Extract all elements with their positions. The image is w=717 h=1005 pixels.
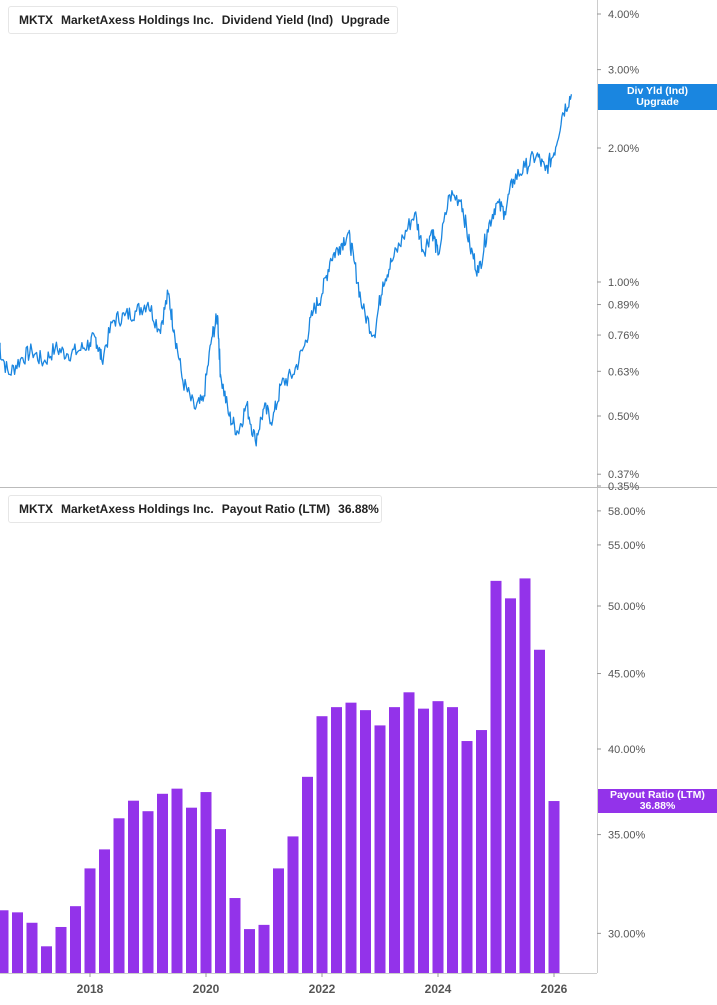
bottom-y-tick-label: 45.00% — [608, 669, 646, 681]
payout-ratio-bar — [41, 946, 52, 973]
payout-ratio-bar — [273, 868, 284, 973]
bottom-legend[interactable]: MKTX MarketAxess Holdings Inc. Payout Ra… — [8, 495, 382, 523]
div-yld-tag-value: Upgrade — [636, 96, 679, 108]
div-yld-value-tag: Div Yld (Ind) Upgrade — [598, 84, 717, 110]
payout-ratio-bar — [99, 849, 110, 973]
payout-ratio-bar — [142, 811, 154, 973]
payout-ratio-bar — [548, 801, 560, 973]
dividend-yield-series-line — [0, 94, 573, 447]
payout-ratio-bar — [186, 807, 197, 973]
payout-ratio-bar — [26, 922, 38, 973]
payout-ratio-bar — [287, 836, 299, 973]
payout-ratio-bar — [447, 707, 458, 973]
payout-ratio-bar — [389, 707, 400, 973]
bottom-y-tick-label: 40.00% — [608, 744, 646, 756]
payout-ratio-bar — [0, 910, 9, 973]
bottom-legend-company: MarketAxess Holdings Inc. — [61, 502, 214, 516]
x-axis-ticks: 2018 2020 2022 2024 2026 — [77, 973, 568, 996]
payout-ratio-bar — [374, 725, 386, 973]
top-y-tick-label: 3.00% — [608, 65, 639, 77]
payout-ratio-bar — [519, 578, 531, 973]
top-y-axis-ticks: 4.00% 3.00% 2.00% 1.00% 0.89% 0.76% 0.63% 0.50%… — [597, 9, 639, 493]
payout-ratio-bar — [258, 924, 270, 973]
payout-ratio-bar — [215, 829, 226, 973]
payout-ratio-bar — [113, 818, 125, 973]
payout-ratio-bar — [12, 912, 23, 973]
x-tick-label: 2026 — [541, 982, 568, 996]
x-tick-label: 2020 — [193, 982, 220, 996]
top-y-tick-label: 0.63% — [608, 366, 639, 378]
payout-ratio-bar — [244, 929, 255, 973]
payout-ratio-bar — [432, 701, 444, 973]
bottom-y-tick-label: 35.00% — [608, 830, 646, 842]
yield-line-layer — [0, 94, 573, 447]
bottom-legend-value: 36.88% — [338, 502, 379, 516]
top-y-tick-label: 0.76% — [608, 330, 639, 342]
top-y-tick-label: 0.89% — [608, 300, 639, 312]
payout-ratio-bar — [345, 702, 357, 973]
top-y-tick-label: 0.35% — [608, 481, 639, 493]
x-tick-label: 2024 — [425, 982, 452, 996]
div-yld-tag-label: Div Yld (Ind) — [626, 85, 689, 97]
top-legend-metric: Dividend Yield (Ind) — [221, 13, 334, 27]
top-legend-company: MarketAxess Holdings Inc. — [61, 13, 214, 27]
payout-value-tag: Payout Ratio (LTM) 36.88% — [598, 789, 717, 813]
payout-ratio-bar — [128, 800, 139, 973]
payout-ratio-bar — [461, 741, 473, 973]
top-y-tick-label: 1.00% — [608, 277, 639, 289]
payout-ratio-bar — [476, 730, 487, 973]
x-tick-label: 2022 — [309, 982, 336, 996]
top-y-tick-label: 4.00% — [608, 9, 639, 21]
payout-ratio-bar — [229, 898, 241, 973]
payout-ratio-bar — [418, 708, 429, 973]
payout-ratio-bar — [360, 710, 371, 973]
payout-ratio-bar — [55, 926, 67, 973]
payout-ratio-bar — [171, 788, 183, 973]
bottom-y-tick-label: 55.00% — [608, 540, 646, 552]
x-tick-label: 2018 — [77, 982, 104, 996]
payout-bar-layer — [0, 578, 560, 973]
top-legend-ticker: MKTX — [19, 13, 53, 27]
top-y-tick-label: 0.37% — [608, 469, 639, 481]
bottom-y-axis-ticks: 58.00% 55.00% 50.00% 45.00% 40.00% 35.00% 30.0… — [597, 506, 646, 940]
bottom-y-tick-label: 30.00% — [608, 928, 646, 940]
top-y-tick-label: 0.50% — [608, 411, 639, 423]
payout-ratio-bar — [490, 580, 502, 973]
bottom-y-tick-label: 58.00% — [608, 506, 646, 518]
payout-ratio-bar — [302, 776, 313, 973]
payout-ratio-bar — [331, 707, 342, 973]
bottom-y-tick-label: 50.00% — [608, 601, 646, 613]
payout-ratio-bar — [84, 868, 96, 973]
payout-tag-label: Payout Ratio (LTM) — [610, 789, 705, 801]
top-legend[interactable]: MKTX MarketAxess Holdings Inc. Dividend … — [8, 6, 398, 34]
payout-tag-value: 36.88% — [639, 800, 676, 812]
bottom-legend-ticker: MKTX — [19, 502, 53, 516]
payout-ratio-bar — [157, 793, 168, 973]
payout-ratio-bar — [70, 906, 81, 973]
top-y-tick-label: 2.00% — [608, 143, 639, 155]
top-legend-value[interactable]: Upgrade — [341, 13, 390, 27]
bottom-legend-metric: Payout Ratio (LTM) — [221, 502, 331, 516]
payout-ratio-bar — [403, 692, 415, 973]
payout-ratio-bar — [316, 716, 328, 973]
payout-ratio-bar — [505, 598, 516, 973]
payout-ratio-bar — [534, 649, 545, 973]
payout-ratio-bar — [200, 792, 212, 973]
